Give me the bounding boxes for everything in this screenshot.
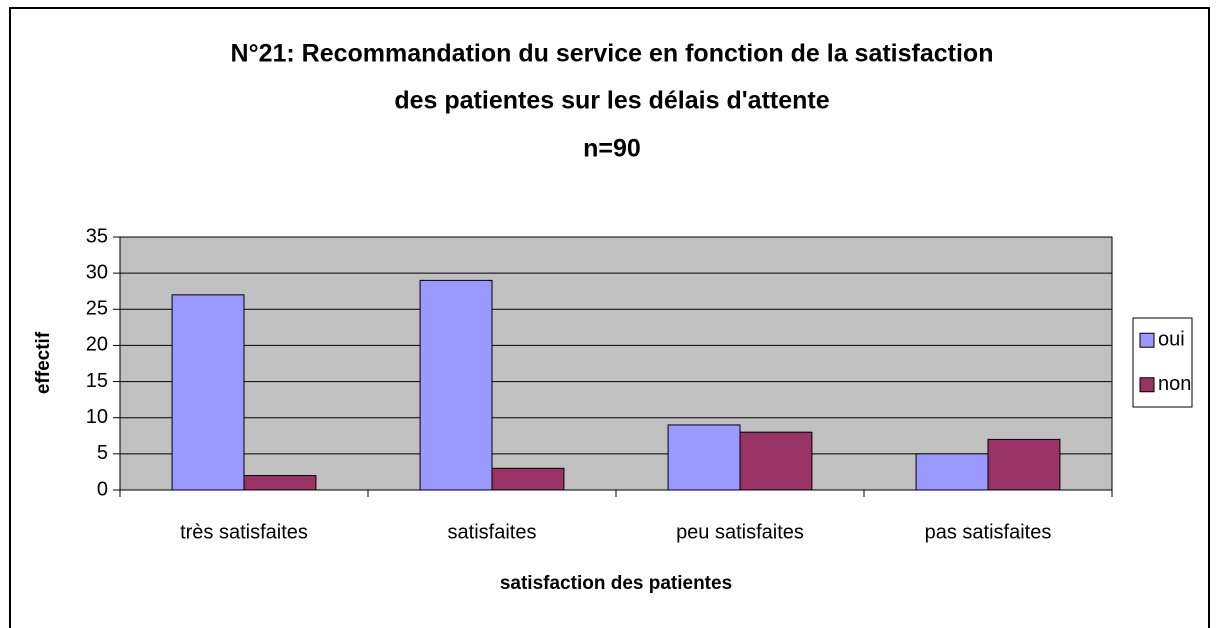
y-tick-label: 35 bbox=[86, 225, 108, 247]
x-tick-label: très satisfaites bbox=[180, 521, 308, 543]
chart-title: n=90 bbox=[583, 135, 641, 163]
bar bbox=[243, 475, 317, 491]
bar bbox=[915, 453, 989, 491]
bar bbox=[171, 294, 245, 491]
plot-area bbox=[119, 236, 1113, 491]
y-tick-label: 15 bbox=[86, 370, 108, 392]
legend-label: oui bbox=[1158, 329, 1185, 351]
y-axis-label: effectif bbox=[33, 331, 54, 394]
bar bbox=[987, 438, 1061, 491]
legend-label: non bbox=[1158, 373, 1191, 395]
bar bbox=[739, 431, 813, 491]
y-tick-label: 30 bbox=[86, 261, 108, 283]
bar bbox=[419, 279, 493, 491]
chart-title: N°21: Recommandation du service en fonct… bbox=[231, 40, 994, 68]
y-tick-label: 10 bbox=[86, 406, 108, 428]
legend-swatch bbox=[1139, 332, 1155, 348]
y-tick-label: 25 bbox=[86, 298, 108, 320]
x-tick-label: satisfaites bbox=[448, 521, 537, 543]
y-tick-label: 20 bbox=[86, 334, 108, 356]
chart-title: des patientes sur les délais d'attente bbox=[394, 87, 829, 115]
x-axis-label: satisfaction des patientes bbox=[500, 573, 732, 594]
bar bbox=[667, 424, 741, 491]
y-tick-label: 5 bbox=[97, 442, 108, 464]
y-tick-label: 0 bbox=[97, 478, 108, 500]
bar bbox=[491, 467, 565, 491]
x-tick-label: pas satisfaites bbox=[925, 521, 1052, 543]
x-tick-label: peu satisfaites bbox=[676, 521, 804, 543]
legend-swatch bbox=[1139, 377, 1155, 393]
